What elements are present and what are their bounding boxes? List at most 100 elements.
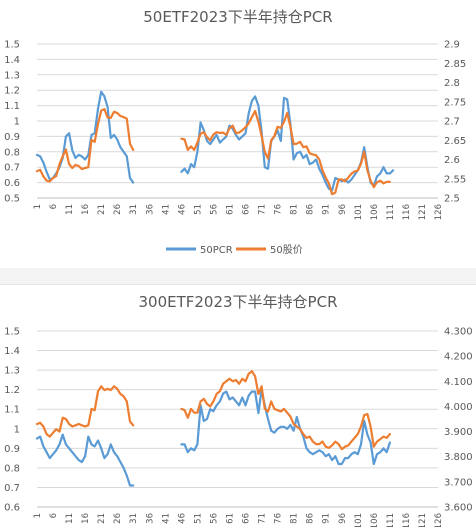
plot-area: 0.5 0.6 0.7 0.8 0.9 1 1.1 1.2 1.3 1.4 1.5 2.5 2.55 2.… [4, 40, 466, 221]
left-axis-tick-label: 1.2 [4, 86, 20, 97]
right-axis-tick-label: 2.85 [444, 59, 466, 70]
x-axis-tick-label: 86 [306, 513, 316, 524]
x-axis-tick-label: 41 [161, 513, 171, 524]
x-axis-tick-label: 111 [386, 204, 396, 220]
x-axis-tick-label: 76 [274, 204, 284, 215]
x-axis-tick-label: 116 [402, 513, 412, 527]
x-axis-tick-label: 51 [193, 204, 203, 215]
x-axis-tick-label: 11 [65, 204, 75, 215]
left-axis-tick-label: 0.9 [4, 444, 20, 455]
right-axis-tick-label: 2.5 [444, 194, 460, 205]
x-axis-tick-label: 86 [306, 204, 316, 215]
left-axis-tick-label: 1.1 [4, 101, 20, 112]
left-axis-tick-label: 0.7 [4, 163, 20, 174]
chart-50etf: 50ETF2023下半年持仓PCR 0.5 0.6 0.7 0.8 0.9 1 1.1 1.2… [4, 8, 466, 256]
left-axis-tick-label: 1.1 [4, 405, 20, 416]
x-axis-tick-label: 126 [434, 204, 444, 220]
x-axis-tick-label: 46 [177, 513, 187, 524]
x-axis-tick-label: 106 [370, 204, 380, 220]
right-axis-tick-label: 4.300 [444, 327, 473, 338]
left-axis-tick-label: 1.5 [4, 40, 20, 51]
x-axis-tick-label: 1 [33, 204, 43, 209]
chart-300etf: 300ETF2023下半年持仓PCR 0.6 0.7 0.8 0.9 1 1.1 1.2 1.… [4, 293, 473, 529]
left-axis-tick-label: 0.9 [4, 132, 20, 143]
x-axis-tick-label: 101 [354, 204, 364, 220]
right-axis-tick-label: 2.75 [444, 97, 466, 108]
series-line-300股价 [35, 370, 391, 451]
left-axis-tick-label: 1.3 [4, 366, 20, 377]
chart-title: 50ETF2023下半年持仓PCR [143, 8, 332, 26]
left-axis-tick-label: 0.6 [4, 178, 20, 189]
right-axis-tick-label: 3.900 [444, 427, 473, 438]
left-axis-tick-label: 1.2 [4, 385, 20, 396]
x-axis-tick-label: 121 [418, 204, 428, 220]
x-axis-tick-label: 26 [113, 513, 123, 524]
x-axis-tick-label: 76 [274, 513, 284, 524]
x-axis-tick-label: 61 [225, 204, 235, 215]
x-axis-tick-label: 21 [97, 513, 107, 524]
right-axis-tick-label: 2.65 [444, 136, 466, 147]
left-axis-tick-label: 0.8 [4, 463, 20, 474]
chart-50etf-panel: 50ETF2023下半年持仓PCR 0.5 0.6 0.7 0.8 0.9 1 1.1 1.2… [4, 8, 467, 256]
left-axis-tick-label: 1.3 [4, 70, 20, 81]
x-axis-tick-label: 16 [81, 513, 91, 524]
right-axis-tick-label: 3.700 [444, 477, 473, 488]
x-axis-tick-label: 56 [209, 513, 219, 524]
x-axis-tick-label: 81 [290, 204, 300, 215]
left-axis-tick-label: 0.6 [4, 503, 20, 514]
left-axis-tick-label: 0.8 [4, 147, 20, 158]
series-line-300PCR [35, 388, 391, 487]
x-axis-tick-label: 6 [49, 513, 59, 518]
legend-label-50pcr: 50PCR [200, 245, 233, 256]
x-axis-tick-label: 56 [209, 204, 219, 215]
x-axis-tick-label: 51 [193, 513, 203, 524]
series-line-50股价 [35, 108, 391, 196]
right-axis-tick-label: 2.7 [444, 117, 460, 128]
x-axis-tick-label: 1 [33, 513, 43, 518]
left-axis-tick-label: 0.7 [4, 483, 20, 494]
legend-label-50price: 50股价 [270, 244, 303, 256]
x-axis-tick-label: 66 [242, 204, 252, 215]
x-axis-tick-label: 126 [434, 513, 444, 527]
right-axis-tick-label: 4.100 [444, 377, 473, 388]
right-axis-tick-label: 2.9 [444, 40, 460, 51]
x-axis-tick-label: 106 [370, 513, 380, 527]
x-axis-tick-label: 11 [65, 513, 75, 524]
legend: 50PCR 50股价 [166, 244, 303, 256]
left-axis-tick-label: 1 [14, 424, 20, 435]
x-axis-tick-label: 66 [242, 513, 252, 524]
right-axis-tick-label: 2.6 [444, 155, 460, 166]
right-axis-tick-label: 3.600 [444, 503, 473, 514]
x-axis-tick-label: 96 [338, 513, 348, 524]
x-axis-tick-label: 31 [129, 204, 139, 215]
x-axis-tick-label: 116 [402, 204, 412, 220]
x-axis-tick-label: 21 [97, 204, 107, 215]
left-axis-tick-label: 1.5 [4, 327, 20, 338]
x-axis-tick-label: 26 [113, 204, 123, 215]
left-axis-tick-label: 1 [14, 117, 20, 128]
chart-title: 300ETF2023下半年持仓PCR [138, 293, 337, 311]
right-axis-tick-label: 4.000 [444, 402, 473, 413]
x-axis-tick-label: 101 [354, 513, 364, 527]
x-axis-tick-label: 41 [161, 204, 171, 215]
x-axis-tick-label: 31 [129, 513, 139, 524]
x-axis-tick-label: 81 [290, 513, 300, 524]
x-axis-tick-label: 96 [338, 204, 348, 215]
chart-divider [0, 268, 476, 284]
x-axis-tick-label: 46 [177, 204, 187, 215]
right-axis-tick-label: 2.55 [444, 174, 466, 185]
right-axis-tick-label: 2.8 [444, 78, 460, 89]
x-axis-tick-label: 121 [418, 513, 428, 527]
left-axis-tick-label: 0.5 [4, 194, 20, 205]
x-axis-tick-label: 71 [258, 513, 268, 524]
x-axis-tick-label: 16 [81, 204, 91, 215]
right-axis-tick-label: 3.800 [444, 452, 473, 463]
chart-300etf-panel: 300ETF2023下半年持仓PCR 0.6 0.7 0.8 0.9 1 1.1 1.2 1.… [0, 284, 476, 529]
x-axis-tick-label: 111 [386, 513, 396, 527]
x-axis-tick-label: 36 [145, 204, 155, 215]
right-axis-tick-label: 4.200 [444, 352, 473, 363]
x-axis-tick-label: 6 [49, 204, 59, 209]
x-axis-tick-label: 91 [322, 513, 332, 524]
x-axis-tick-label: 71 [258, 204, 268, 215]
left-axis-tick-label: 1.4 [4, 55, 20, 66]
